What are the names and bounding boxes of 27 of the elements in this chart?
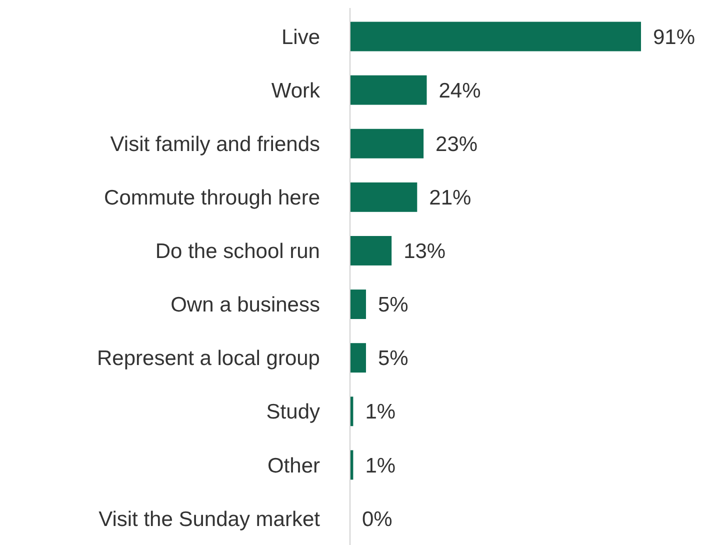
- y-tick-label: Represent a local group: [97, 347, 320, 370]
- y-tick-label: Other: [267, 454, 320, 478]
- y-tick-label: Work: [271, 79, 320, 102]
- y-tick-label: Visit family and friends: [110, 132, 320, 156]
- y-tick-label: Commute through here: [104, 186, 320, 210]
- bar: [350, 236, 392, 266]
- bar: [350, 75, 427, 105]
- data-label: 5%: [378, 347, 408, 370]
- y-tick-label: Study: [266, 400, 320, 424]
- bar: [350, 128, 424, 158]
- y-tick-label: Own a business: [170, 294, 320, 317]
- data-label: 0%: [362, 508, 392, 531]
- data-label: 5%: [378, 294, 408, 317]
- y-tick-label: Do the school run: [155, 240, 320, 264]
- data-label: 13%: [404, 240, 446, 264]
- y-tick-label: Visit the Sunday market: [98, 508, 320, 531]
- data-label: 23%: [436, 132, 478, 156]
- data-label: 1%: [365, 454, 396, 478]
- bar: [350, 182, 418, 212]
- data-label: 21%: [429, 186, 472, 210]
- data-label: 91%: [653, 26, 696, 49]
- bar: [350, 290, 366, 320]
- y-tick-label: Live: [281, 26, 320, 49]
- bar: [350, 22, 641, 52]
- data-label: 1%: [365, 400, 396, 424]
- data-label: 24%: [438, 79, 481, 102]
- bar: [350, 343, 366, 373]
